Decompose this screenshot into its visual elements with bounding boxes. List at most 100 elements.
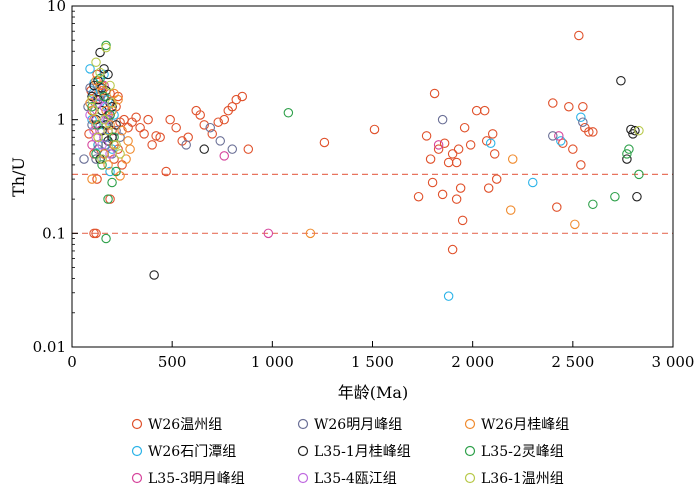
data-point [107, 105, 117, 116]
data-point [471, 105, 482, 116]
series-4 [87, 47, 642, 280]
data-point [319, 137, 330, 148]
legend-marker [297, 445, 309, 457]
data-point [570, 219, 580, 230]
data-point [131, 112, 141, 123]
legend-item: L35-1月桂峰组 [297, 444, 411, 460]
legend-marker [464, 445, 476, 457]
data-point [548, 131, 558, 141]
legend-label: L35-2灵峰组 [481, 444, 564, 460]
legend-marker [131, 418, 143, 430]
data-point [568, 144, 578, 154]
data-point [305, 228, 316, 239]
series-2 [87, 80, 564, 239]
data-point [610, 191, 620, 202]
data-point [79, 154, 89, 164]
legend-label: L35-3明月峰组 [148, 471, 245, 487]
x-tick-label: 500 [158, 353, 187, 371]
data-point [489, 149, 500, 159]
legend-label: L36-1温州组 [481, 471, 564, 487]
data-point [87, 94, 97, 105]
data-point [505, 205, 516, 215]
series-1 [85, 64, 586, 301]
series-0 [84, 30, 598, 255]
y-tick-label: 0.01 [33, 338, 66, 356]
data-point [554, 131, 564, 141]
x-tick-label: 3 000 [652, 353, 695, 371]
x-tick-label: 1 500 [351, 353, 394, 371]
data-point [103, 125, 113, 136]
legend-marker [464, 472, 476, 484]
data-point [227, 101, 238, 112]
legend-label: W26月桂峰组 [481, 417, 569, 433]
data-point [634, 125, 644, 136]
plot-frame [71, 5, 674, 348]
data-point [97, 160, 107, 170]
plot-area [72, 30, 673, 301]
legend-marker [131, 472, 143, 484]
data-point [105, 110, 115, 120]
data-point [451, 157, 462, 168]
series-7 [87, 40, 644, 244]
data-point [95, 47, 105, 58]
legend-item: W26明月峰组 [297, 417, 402, 433]
data-point [165, 114, 175, 125]
data-point [588, 199, 598, 210]
data-point [219, 151, 230, 161]
data-point [117, 160, 127, 170]
legend-marker [131, 445, 143, 457]
data-point [105, 120, 115, 130]
data-point [89, 228, 99, 239]
x-tick-label: 1 000 [251, 353, 294, 371]
data-point [455, 183, 466, 193]
data-point [447, 244, 458, 255]
data-point [487, 129, 498, 139]
data-point [437, 114, 448, 125]
data-point [205, 122, 215, 133]
data-point [139, 129, 149, 139]
data-point [91, 149, 101, 159]
data-point [556, 136, 566, 146]
data-point [97, 140, 107, 150]
data-point [91, 57, 101, 67]
data-point [99, 80, 109, 91]
data-point [149, 270, 159, 280]
data-point [87, 174, 97, 184]
data-point [453, 144, 464, 154]
data-point [369, 124, 380, 135]
data-point [87, 140, 97, 150]
x-tick-label: 0 [67, 353, 77, 371]
data-point [93, 94, 103, 105]
data-point [199, 144, 209, 154]
data-point [103, 194, 113, 204]
legend-marker [464, 418, 476, 430]
data-point [181, 140, 191, 150]
data-point [528, 177, 538, 188]
data-point [99, 114, 109, 125]
legend-item: W26月桂峰组 [464, 417, 569, 433]
data-point [457, 215, 468, 226]
data-point [427, 177, 438, 188]
data-point [123, 136, 133, 146]
data-point [507, 154, 518, 164]
data-point [483, 183, 494, 193]
data-point [634, 169, 644, 180]
y-tick-label: 0.1 [42, 224, 66, 242]
data-point [91, 154, 101, 164]
data-point [491, 174, 502, 184]
data-point [107, 177, 117, 188]
legend-item: W26石门潭组 [131, 443, 236, 460]
data-point [263, 228, 274, 239]
data-point [95, 80, 105, 91]
data-point [558, 138, 568, 149]
data-point [425, 154, 436, 164]
data-point [429, 88, 440, 99]
data-point [283, 108, 294, 118]
data-point [107, 98, 117, 108]
legend-marker [297, 472, 309, 484]
data-point [87, 91, 97, 102]
series-8 [87, 42, 644, 164]
data-point [630, 125, 640, 136]
data-point [95, 67, 105, 78]
